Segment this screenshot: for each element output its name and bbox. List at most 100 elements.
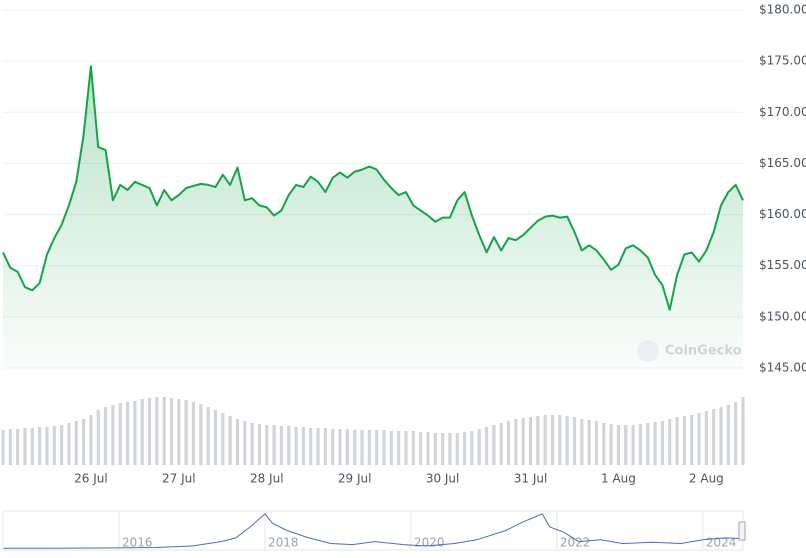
y-tick-label: $145.00 (759, 361, 806, 375)
overview-year-label: 2020 (414, 536, 445, 550)
volume-bar (45, 427, 49, 465)
volume-bar (52, 426, 56, 465)
x-tick-label: 31 Jul (514, 472, 548, 486)
watermark-logo (637, 340, 659, 362)
volume-bar (243, 421, 247, 465)
volume-bar (301, 427, 305, 465)
price-line (2, 65, 744, 311)
volume-bar (367, 430, 371, 465)
volume-bar (492, 425, 496, 465)
volume-bar (653, 422, 657, 465)
volume-bar (265, 425, 269, 465)
y-tick-label: $160.00 (759, 207, 806, 221)
volume-bar (140, 399, 144, 465)
y-tick-label: $175.00 (759, 54, 806, 68)
volume-bar (616, 425, 621, 465)
volume-bar (133, 401, 137, 465)
volume-bar (719, 407, 723, 465)
volume-bar (499, 423, 503, 465)
volume-bar (690, 415, 694, 465)
volume-bar (287, 426, 291, 465)
overview-line (3, 513, 744, 549)
volume-bar (638, 424, 643, 465)
volume-bar (484, 427, 489, 465)
volume-bar (448, 433, 452, 465)
price-area (3, 66, 743, 369)
volume-bar (602, 423, 606, 465)
x-tick-label: 27 Jul (162, 472, 196, 486)
volume-bar (177, 399, 181, 465)
x-tick-label: 26 Jul (74, 472, 108, 486)
volume-bar (30, 428, 34, 465)
volume-bar (668, 419, 672, 465)
y-tick-label: $165.00 (759, 156, 806, 170)
volume-bar (433, 433, 437, 465)
volume-bar (16, 429, 20, 465)
volume-bar (550, 415, 555, 465)
watermark-text: CoinGecko (665, 344, 742, 359)
navigator-handle[interactable] (738, 521, 746, 541)
volume-bar (81, 419, 86, 465)
overview-year-label: 2018 (268, 536, 299, 550)
volume-bar (375, 430, 379, 465)
volume-bar (228, 416, 232, 465)
volume-bar (338, 429, 342, 465)
y-tick-label: $155.00 (759, 258, 806, 272)
volume-bar (323, 428, 327, 465)
volume-bar (360, 430, 364, 465)
volume-bar (1, 430, 5, 465)
volume-bar (528, 417, 533, 465)
volume-bar (389, 431, 393, 465)
x-tick-label: 2 Aug (689, 472, 724, 486)
volume-bar (331, 429, 335, 465)
volume-bar (279, 426, 284, 465)
volume-bar (38, 427, 42, 465)
volume-bar (103, 407, 108, 465)
volume-bar (441, 433, 445, 465)
overview-year-label: 2016 (122, 536, 153, 550)
volume-bar (580, 419, 584, 465)
watermark: CoinGecko (637, 340, 742, 362)
volume-bar (675, 417, 679, 465)
volume-bar (646, 423, 650, 465)
volume-bar (162, 397, 166, 465)
volume-bar (294, 427, 298, 465)
volume-bar (419, 432, 423, 465)
volume-bar (184, 400, 188, 465)
volume-bar (257, 424, 262, 465)
y-tick-label: $180.00 (759, 3, 806, 17)
volume-bar (411, 431, 415, 465)
volume-bar (67, 423, 71, 465)
navigator-frame (2, 510, 744, 551)
overview-year-label: 2024 (706, 536, 737, 550)
volume-bar (521, 418, 525, 465)
volume-bar (404, 431, 408, 465)
volume-bar (397, 431, 401, 465)
volume-bar (191, 402, 196, 465)
volume-bar (609, 424, 613, 465)
volume-bar (631, 425, 635, 465)
volume-bar (704, 411, 708, 465)
x-tick-label: 28 Jul (250, 472, 284, 486)
volume-bar (221, 413, 225, 465)
volume-bar (213, 410, 218, 465)
volume-bar (147, 398, 152, 465)
volume-bar (506, 421, 511, 465)
volume-bar (462, 432, 467, 465)
volume-bar (169, 398, 174, 465)
volume-bar (309, 428, 313, 465)
volume-bar (111, 405, 115, 465)
volume-bar (470, 431, 474, 465)
volume-bar (74, 421, 78, 465)
volume-bar (272, 425, 276, 465)
volume-bar (206, 407, 210, 465)
volume-bar (345, 429, 349, 465)
volume-bar (660, 421, 665, 465)
volume-bar (23, 428, 27, 465)
volume-bar (558, 415, 562, 465)
plot: $145.00 $150.00 $155.00 $160.00 $165.00 $170.… (1, 3, 806, 550)
volume-bar (624, 425, 628, 465)
volume-bar (250, 423, 254, 465)
